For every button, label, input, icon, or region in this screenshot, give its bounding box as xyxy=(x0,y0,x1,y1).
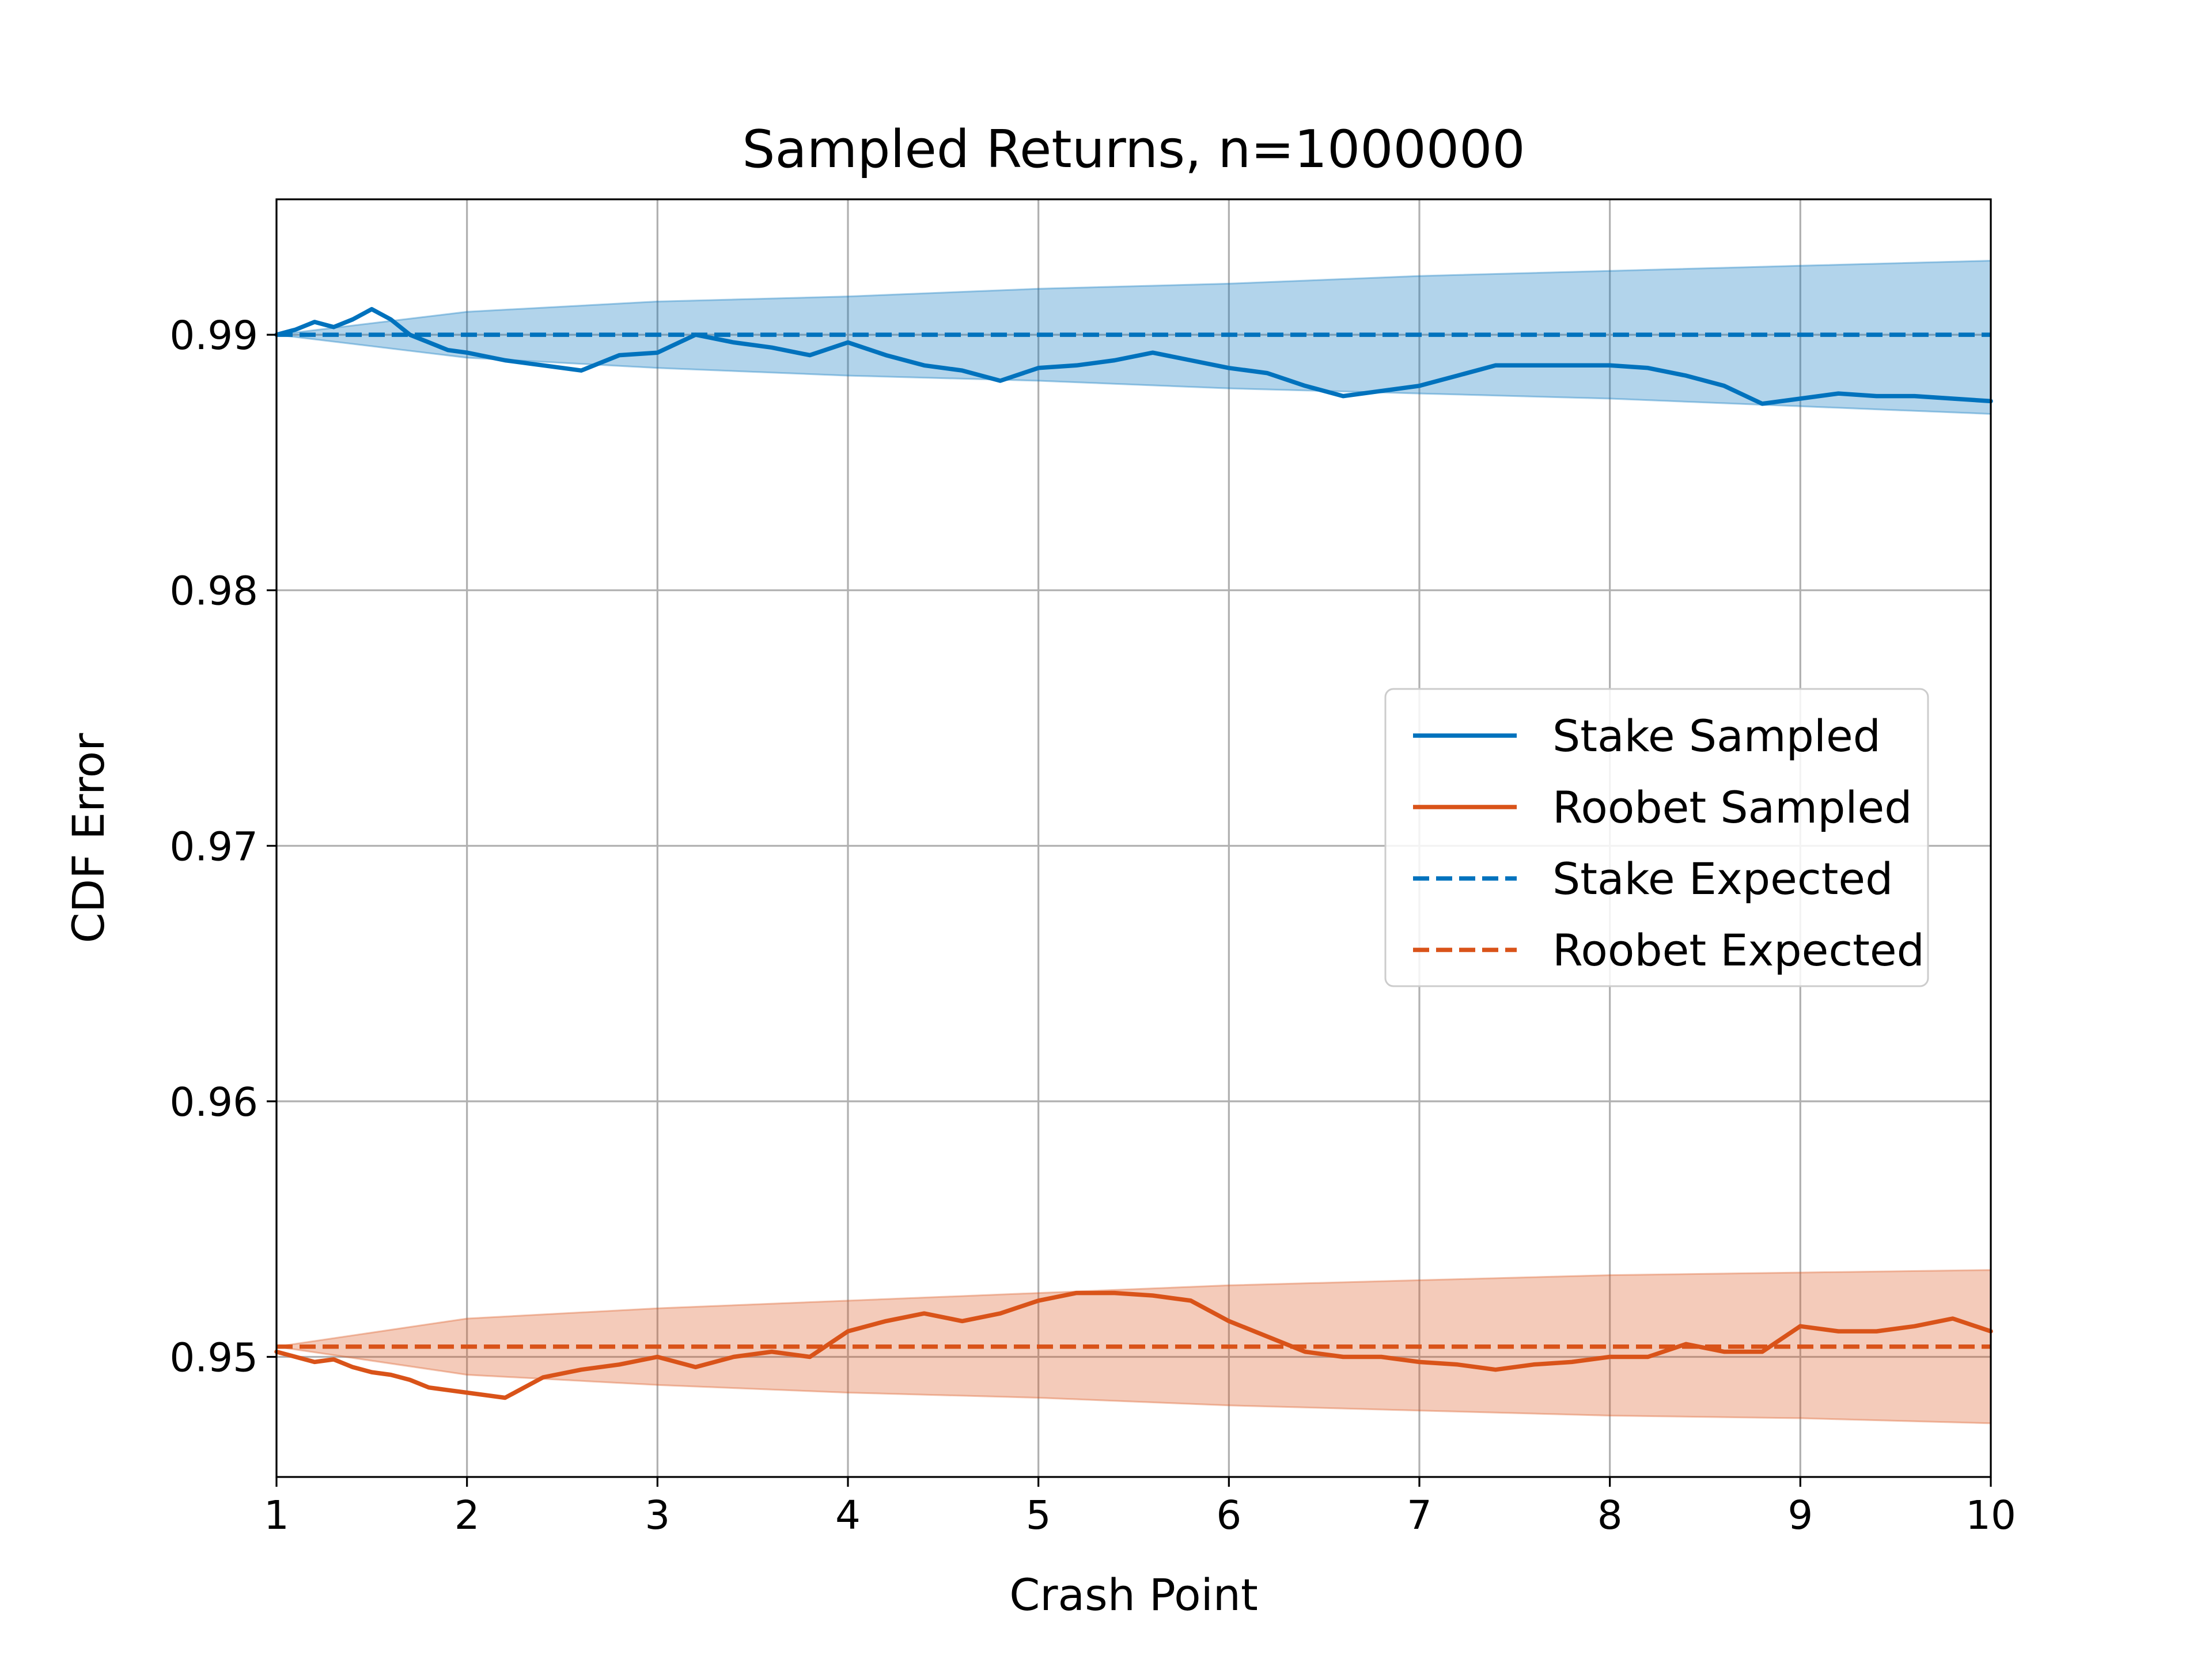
x-tick-label: 1 xyxy=(264,1493,289,1539)
x-tick-label: 5 xyxy=(1026,1493,1051,1539)
x-tick-label: 9 xyxy=(1787,1493,1813,1539)
legend-label: Roobet Sampled xyxy=(1552,782,1912,833)
y-tick-label: 0.96 xyxy=(169,1080,258,1126)
y-tick-label: 0.98 xyxy=(169,569,258,615)
series-line xyxy=(274,306,1993,406)
x-tick-label: 3 xyxy=(645,1493,670,1539)
legend-label: Stake Expected xyxy=(1552,853,1893,904)
y-tick-label: 0.95 xyxy=(169,1335,258,1381)
series-lines xyxy=(274,306,1993,1400)
axis-ticks: 1 2 3 4 5 6 7 8 9 10 0.95 0.96 0.97 0.98 0.99 xyxy=(169,313,2016,1539)
x-tick-label: 6 xyxy=(1216,1493,1241,1539)
x-tick-label: 7 xyxy=(1407,1493,1432,1539)
x-tick-label: 4 xyxy=(835,1493,861,1539)
legend-label: Roobet Expected xyxy=(1552,925,1925,976)
chart-title: Sampled Returns, n=1000000 xyxy=(742,119,1525,180)
x-axis-label: Crash Point xyxy=(1009,1569,1258,1620)
y-tick-label: 0.97 xyxy=(169,824,258,870)
legend-box xyxy=(1384,688,1929,987)
x-tick-label: 8 xyxy=(1597,1493,1623,1539)
x-tick-label: 10 xyxy=(1965,1493,2016,1539)
series-line xyxy=(274,1290,1993,1400)
x-tick-label: 2 xyxy=(454,1493,480,1539)
legend: Stake Sampled Roobet Sampled Stake Expecte… xyxy=(1384,688,1929,987)
y-tick-label: 0.99 xyxy=(169,313,258,359)
plot-frame xyxy=(275,198,1992,1478)
y-axis-label: CDF Error xyxy=(63,733,114,943)
legend-label: Stake Sampled xyxy=(1552,710,1881,762)
